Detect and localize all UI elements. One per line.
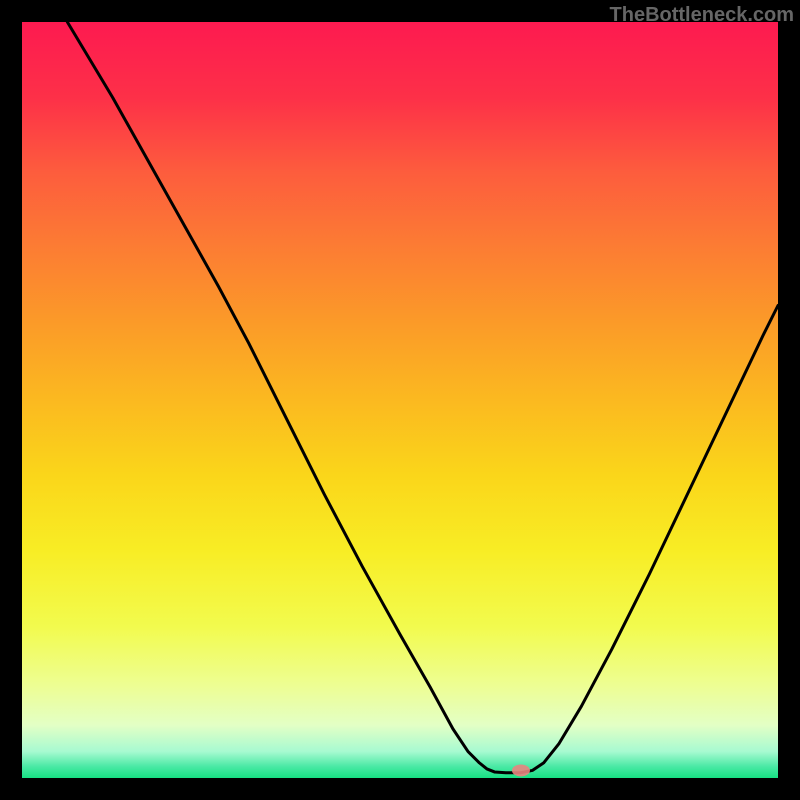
bottleneck-chart (0, 0, 800, 800)
optimal-point-marker (512, 764, 530, 776)
watermark-text: TheBottleneck.com (610, 4, 794, 27)
